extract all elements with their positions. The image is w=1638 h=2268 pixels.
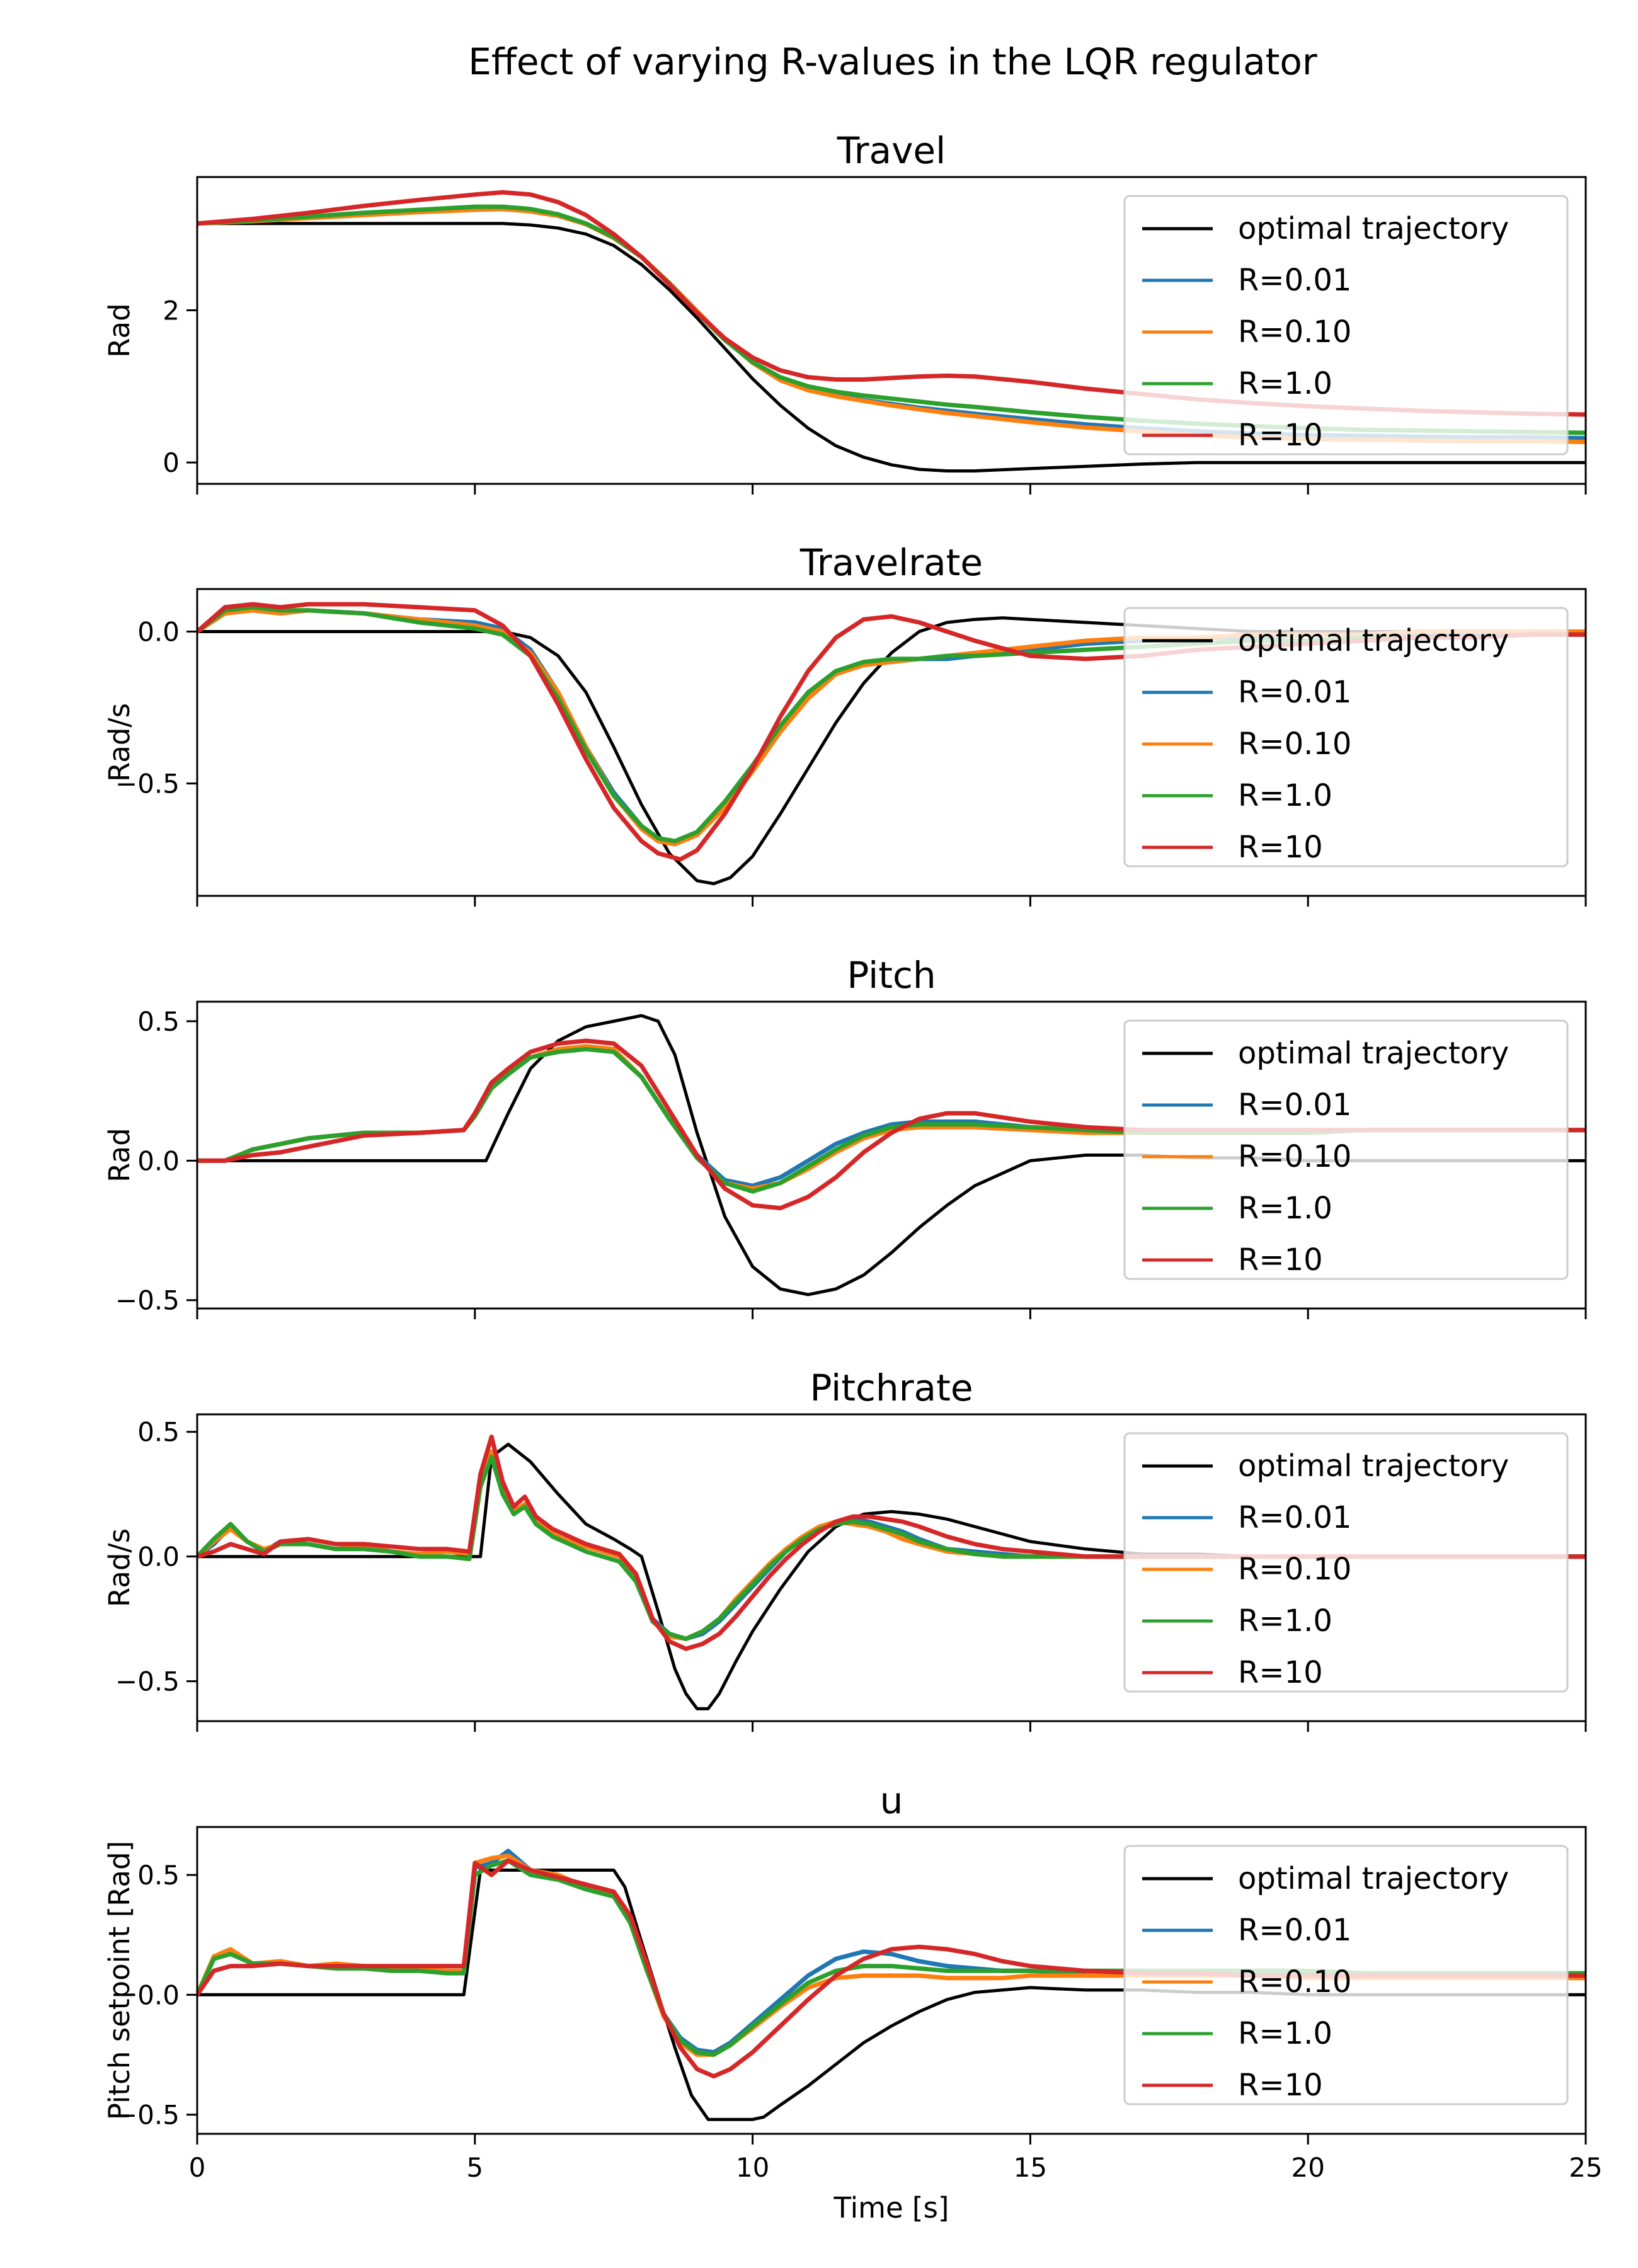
legend-label: R=10	[1238, 418, 1323, 453]
y-tick-label: 0.0	[137, 1542, 180, 1572]
y-tick-label: 0.5	[137, 1006, 180, 1037]
x-tick-label: 10	[736, 2152, 769, 2183]
legend-box	[1123, 607, 1569, 868]
legend-label: R=10	[1238, 1655, 1323, 1690]
legend-label: R=0.10	[1238, 1964, 1351, 2000]
y-tick-label: 0.0	[137, 1145, 180, 1176]
legend-label: optimal trajectory	[1238, 1861, 1509, 1896]
y-axis-label: Rad/s	[103, 1528, 136, 1607]
legend-label: R=10	[1238, 2068, 1323, 2103]
y-axis-label: Rad	[103, 1128, 136, 1182]
series-group	[197, 1435, 1586, 1710]
legend-label: optimal trajectory	[1238, 1036, 1509, 1071]
legend-label: R=0.10	[1238, 1552, 1351, 1587]
x-tick-label: 20	[1291, 2152, 1324, 2183]
legend-box	[1123, 1019, 1569, 1280]
legend-label: optimal trajectory	[1238, 623, 1509, 658]
legend-label: R=0.10	[1238, 1139, 1351, 1174]
subplot-pitch: Pitch Rad 0.5 0.0 −0.5 optimal trajectory R=0.…	[103, 954, 1587, 1319]
y-tick-label: 0.5	[137, 1417, 180, 1448]
legend-label: R=0.01	[1238, 1087, 1351, 1123]
legend-box	[1123, 1845, 1569, 2105]
subplot-travel: Travel Rad 0 2 optimal trajectory R=0.01 R=0.1…	[103, 129, 1587, 495]
axes-frame	[196, 176, 1587, 485]
legend-box	[1123, 1432, 1569, 1693]
axes-frame	[196, 588, 1587, 897]
subplot-title: Pitch	[847, 954, 936, 997]
y-tick-label: −0.5	[115, 1285, 180, 1316]
legend-label: R=1.0	[1238, 778, 1332, 813]
x-tick-label: 0	[189, 2152, 206, 2183]
y-tick-label: 0.0	[137, 617, 180, 648]
legend-label: R=1.0	[1238, 1191, 1332, 1226]
x-tick-label: 15	[1014, 2152, 1047, 2183]
legend: optimal trajectory R=0.01 R=0.10 R=1.0 R=10	[1123, 1845, 1569, 2105]
subplot-title: u	[880, 1779, 903, 1822]
axes-frame	[196, 1826, 1587, 2135]
legend: optimal trajectory R=0.01 R=0.10 R=1.0 R=10	[1123, 1019, 1569, 1280]
legend-label: R=10	[1238, 1242, 1323, 1278]
legend-label: R=0.01	[1238, 1500, 1351, 1535]
subplot-u: u Pitch setpoint [Rad] 0.5 0.0 −0.5 0 5 10 15 20 2…	[103, 1779, 1603, 2225]
legend-label: R=0.01	[1238, 263, 1351, 298]
legend: optimal trajectory R=0.01 R=0.10 R=1.0 R=10	[1123, 195, 1569, 455]
legend-label: R=1.0	[1238, 366, 1332, 401]
legend-label: optimal trajectory	[1238, 1448, 1509, 1484]
subplot-title: Travel	[837, 129, 946, 172]
y-axis-label: Rad	[103, 303, 136, 357]
y-tick-label: −0.5	[115, 769, 180, 799]
legend-label: R=0.10	[1238, 314, 1351, 350]
legend-label: R=1.0	[1238, 1603, 1332, 1639]
x-axis-label: Time [s]	[833, 2191, 949, 2225]
legend-label: R=1.0	[1238, 2016, 1332, 2051]
subplot-pitchrate: Pitchrate Rad/s 0.5 0.0 −0.5 optimal trajecto…	[103, 1366, 1587, 1732]
y-tick-label: 0.5	[137, 1860, 180, 1891]
y-axis-label: Pitch setpoint [Rad]	[103, 1841, 136, 2120]
figure-title: Effect of varying R-values in the LQR re…	[468, 40, 1317, 83]
x-tick-label: 25	[1569, 2152, 1602, 2183]
axes-frame	[196, 1413, 1587, 1722]
y-tick-label: −0.5	[115, 1666, 180, 1697]
subplot-travelrate: Travelrate Rad/s 0.0 −0.5 optimal trajectory…	[103, 541, 1587, 907]
subplots: Travel Rad 0 2 optimal trajectory R=0.01 R=0.1…	[103, 129, 1603, 2225]
series-line-r-10	[197, 1435, 1586, 1651]
subplot-title: Travelrate	[799, 541, 983, 584]
y-axis-label: Rad/s	[103, 703, 136, 782]
x-tick-label: 5	[466, 2152, 483, 2183]
y-tick-label: 0.0	[137, 1979, 180, 2010]
subplot-title: Pitchrate	[810, 1366, 973, 1409]
y-tick-label: 0	[163, 447, 180, 478]
series-line-optimal-trajectory	[197, 222, 1586, 472]
legend-label: R=10	[1238, 830, 1323, 865]
y-tick-label: −0.5	[115, 2100, 180, 2131]
axes-frame	[196, 1000, 1587, 1310]
legend-label: R=0.10	[1238, 726, 1351, 762]
legend-label: R=0.01	[1238, 1913, 1351, 1948]
legend-label: R=0.01	[1238, 675, 1351, 710]
legend: optimal trajectory R=0.01 R=0.10 R=1.0 R=10	[1123, 1432, 1569, 1693]
legend: optimal trajectory R=0.01 R=0.10 R=1.0 R=10	[1123, 607, 1569, 868]
legend-box	[1123, 195, 1569, 455]
y-tick-label: 2	[163, 295, 180, 326]
legend-label: optimal trajectory	[1238, 211, 1509, 246]
